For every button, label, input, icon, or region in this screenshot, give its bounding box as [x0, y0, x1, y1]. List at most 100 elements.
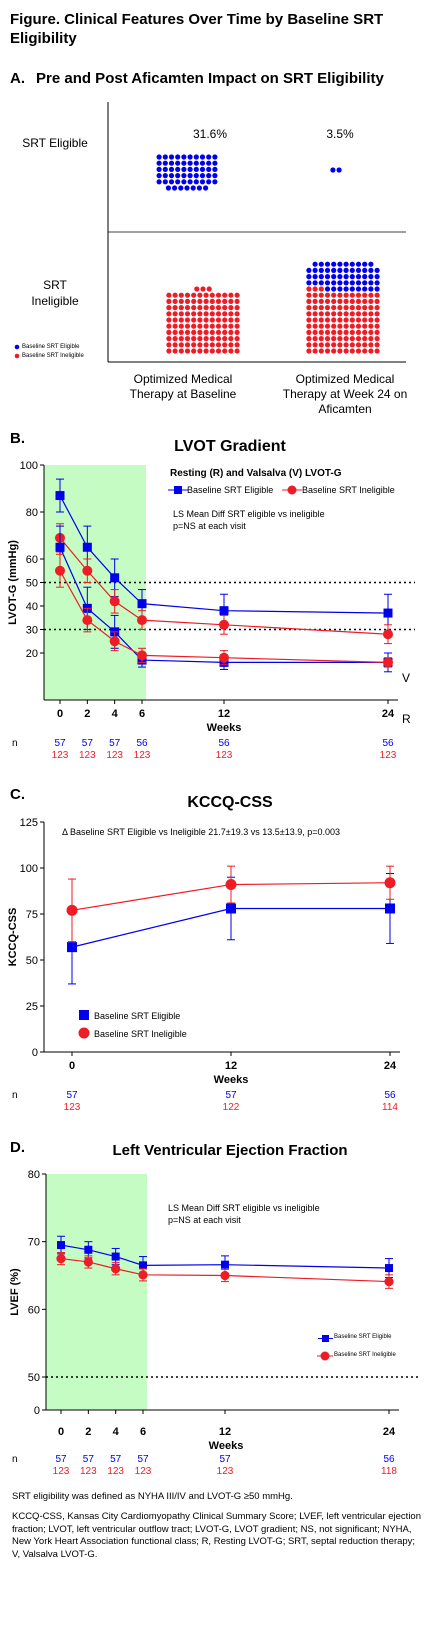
dot-eligible — [331, 267, 337, 273]
dot-eligible — [165, 185, 171, 191]
dot-ineligible — [368, 298, 374, 304]
dot-ineligible — [191, 329, 197, 335]
dot-eligible — [193, 166, 199, 172]
dot-ineligible — [215, 305, 222, 311]
dot-ineligible — [222, 348, 228, 354]
dot-eligible — [175, 179, 181, 185]
dot-eligible — [156, 179, 162, 185]
category-label-baseline: Optimized Medical Therapy at Baseline — [129, 372, 237, 401]
dot-eligible — [162, 154, 168, 160]
dot-ineligible — [215, 336, 222, 342]
panel-d-point-circle — [138, 1270, 148, 1280]
panel-c-point-square — [67, 942, 77, 953]
dot-ineligible — [349, 348, 355, 354]
dot-ineligible — [312, 329, 318, 335]
dot-ineligible — [368, 329, 374, 335]
dot-ineligible — [234, 311, 240, 317]
dot-ineligible — [172, 329, 178, 335]
dot-eligible — [337, 280, 343, 286]
panel-b-n-eligible: 56 — [136, 738, 148, 749]
dot-ineligible — [184, 323, 191, 329]
dot-ineligible — [197, 348, 203, 354]
dot-ineligible — [349, 298, 355, 304]
dot-ineligible — [374, 305, 380, 311]
dot-eligible — [362, 261, 368, 267]
dot-ineligible — [324, 336, 331, 342]
dot-ineligible — [324, 292, 331, 298]
dot-eligible — [187, 179, 193, 185]
dot-eligible — [168, 166, 175, 172]
dot-ineligible — [318, 305, 324, 311]
dot-eligible — [206, 166, 212, 172]
panel-b-ytick-label: 80 — [26, 507, 38, 519]
panel-c-point-circle — [225, 879, 237, 891]
dot-eligible — [324, 280, 331, 286]
panel-d-ylabel: LVEF (%) — [9, 1268, 21, 1316]
panel-c-point-circle — [66, 904, 78, 916]
panel-c-legend-marker-eligible — [79, 1010, 89, 1020]
dot-eligible — [199, 160, 206, 166]
dot-eligible — [181, 179, 187, 185]
dot-ineligible — [178, 342, 184, 348]
dot-eligible — [312, 274, 318, 280]
dot-ineligible — [306, 329, 312, 335]
dot-ineligible — [355, 298, 362, 304]
dot-ineligible — [337, 336, 343, 342]
dot-eligible — [337, 286, 343, 292]
dot-ineligible — [324, 323, 331, 329]
dot-eligible — [324, 274, 331, 280]
dot-ineligible — [362, 342, 368, 348]
dot-ineligible — [234, 336, 240, 342]
dot-ineligible — [228, 292, 234, 298]
panel-b-subtitle: Resting (R) and Valsalva (V) LVOT-G — [170, 468, 342, 479]
dot-ineligible — [312, 317, 318, 323]
dot-eligible — [343, 267, 349, 273]
dot-ineligible — [197, 342, 203, 348]
dot-eligible — [193, 160, 199, 166]
dot-ineligible — [331, 342, 337, 348]
dot-ineligible — [184, 342, 191, 348]
panel-d-legend-ineligible: Baseline SRT Ineligible — [334, 1352, 396, 1358]
dot-ineligible — [209, 336, 215, 342]
footnote-abbreviations: KCCQ-CSS, Kansas City Cardiomyopathy Cli… — [12, 1511, 421, 1560]
dot-eligible — [196, 185, 202, 191]
dot-ineligible — [203, 298, 209, 304]
panel-d-xtick-label: 12 — [219, 1426, 231, 1438]
panel-b-n-ineligible: 123 — [52, 750, 69, 761]
panel-c-xtick-label: 24 — [384, 1060, 397, 1072]
panel-b-annotation: LS Mean Diff SRT eligible vs ineligible … — [173, 509, 325, 531]
panel-b-n-eligible: 56 — [382, 738, 394, 749]
dot-ineligible — [349, 329, 355, 335]
dot-ineligible — [191, 342, 197, 348]
dot-ineligible — [318, 348, 324, 354]
panel-b-point-square — [137, 599, 147, 609]
dot-ineligible — [312, 298, 318, 304]
panel-b-label: B. — [10, 430, 25, 447]
dot-ineligible — [331, 317, 337, 323]
dot-eligible — [175, 154, 181, 160]
dot-ineligible — [343, 311, 349, 317]
dot-ineligible — [374, 342, 380, 348]
dot-ineligible — [318, 342, 324, 348]
dot-ineligible — [184, 298, 191, 304]
panel-b-point-circle — [109, 596, 120, 607]
percent-label-baseline: 31.6% — [192, 127, 228, 141]
dot-ineligible — [355, 317, 362, 323]
dot-ineligible — [343, 292, 349, 298]
panel-b-n-eligible: 57 — [109, 738, 121, 749]
dot-eligible — [212, 160, 218, 166]
row-label-eligible: SRT Eligible — [22, 136, 88, 150]
dot-eligible — [199, 154, 206, 160]
dot-ineligible — [191, 292, 197, 298]
panel-c-ylabel: KCCQ-CSS — [7, 908, 19, 967]
dot-eligible — [312, 280, 318, 286]
dot-ineligible — [368, 348, 374, 354]
panel-c-title: KCCQ-CSS — [187, 794, 273, 811]
dot-ineligible — [343, 329, 349, 335]
panel-b-point-square — [82, 542, 92, 552]
dot-ineligible — [306, 323, 312, 329]
panel-d-n-ineligible: 123 — [53, 1466, 70, 1477]
dot-ineligible — [374, 311, 380, 317]
panel-c-ytick-label: 125 — [20, 817, 38, 829]
dot-eligible — [187, 166, 193, 172]
